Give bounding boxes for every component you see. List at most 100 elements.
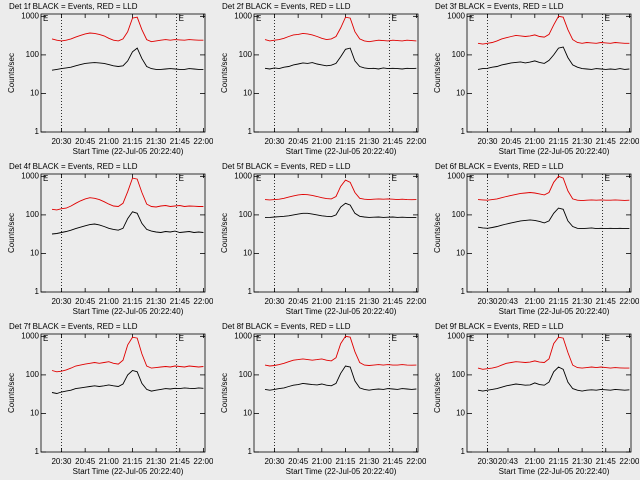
x-tick-label: 22:00 — [619, 297, 639, 306]
y-tick-label: 1000 — [447, 11, 465, 20]
x-tick-label: 21:45 — [383, 297, 404, 306]
y-tick-label: 1 — [461, 127, 466, 136]
y-axis-label: Counts/sec — [433, 373, 442, 413]
x-tick-label: 21:00 — [312, 137, 333, 146]
marker-label: E — [256, 334, 261, 343]
x-axis-label: Start Time (22-Jul-05 20:22:40) — [286, 147, 397, 156]
marker-label: E — [605, 174, 610, 183]
data-line — [477, 15, 630, 45]
plot-frame — [40, 173, 206, 293]
chart-panel: Det 7f BLACK = Events, RED = LLD 1 10 100 10… — [7, 322, 213, 476]
x-tick-label: 21:45 — [170, 297, 191, 306]
y-tick-label: 100 — [239, 50, 253, 59]
chart-title: Det 5f BLACK = Events, RED = LLD — [222, 162, 351, 171]
y-tick-label: 10 — [456, 89, 465, 98]
y-tick-label: 100 — [26, 50, 40, 59]
y-tick-label: 1 — [461, 287, 466, 296]
x-tick-label: 21:30 — [572, 137, 593, 146]
plot-frame — [466, 333, 632, 453]
y-axis-label: Counts/sec — [433, 53, 442, 93]
x-tick-label: 21:15 — [548, 297, 569, 306]
x-tick-label: 20:43 — [498, 297, 519, 306]
y-tick-label: 1 — [461, 447, 466, 456]
y-tick-label: 10 — [456, 409, 465, 418]
x-axis-label: Start Time (22-Jul-05 20:22:40) — [286, 467, 397, 476]
x-tick-label: 22:00 — [406, 297, 426, 306]
x-axis-label: Start Time (22-Jul-05 20:22:40) — [73, 467, 184, 476]
chart-title: Det 3f BLACK = Events, RED = LLD — [435, 2, 564, 11]
y-tick-label: 1 — [248, 287, 253, 296]
y-axis-label: Counts/sec — [220, 373, 229, 413]
y-tick-label: 10 — [456, 249, 465, 258]
x-tick-label: 21:30 — [146, 457, 167, 466]
y-tick-label: 100 — [452, 50, 466, 59]
y-tick-label: 10 — [30, 89, 39, 98]
chart-panel: Det 9f BLACK = Events, RED = LLD 1 10 100 10… — [433, 322, 639, 476]
y-tick-label: 1 — [35, 287, 40, 296]
data-line — [477, 207, 630, 230]
y-tick-label: 10 — [243, 249, 252, 258]
x-tick-label: 21:15 — [548, 137, 569, 146]
x-tick-label: 22:00 — [193, 137, 213, 146]
x-tick-label: 21:15 — [335, 457, 356, 466]
x-tick-label: 21:00 — [312, 297, 333, 306]
x-tick-label: 21:30 — [572, 457, 593, 466]
marker-label: E — [469, 174, 474, 183]
data-line — [51, 16, 204, 43]
marker-label: E — [256, 174, 261, 183]
plot-frame — [466, 173, 632, 293]
chart-panel: Det 2f BLACK = Events, RED = LLD 1 10 100 10… — [220, 2, 426, 156]
x-tick-label: 21:45 — [170, 457, 191, 466]
x-tick-label: 21:00 — [99, 457, 120, 466]
x-tick-label: 21:00 — [99, 137, 120, 146]
y-tick-label: 100 — [239, 210, 253, 219]
data-line — [51, 369, 204, 394]
y-axis-label: Counts/sec — [7, 373, 16, 413]
x-tick-label: 21:15 — [122, 457, 143, 466]
chart-title: Det 1f BLACK = Events, RED = LLD — [9, 2, 138, 11]
data-line — [264, 202, 417, 219]
x-tick-label: 22:00 — [406, 137, 426, 146]
y-tick-label: 1000 — [21, 331, 39, 340]
y-tick-label: 100 — [452, 370, 466, 379]
y-tick-label: 1000 — [447, 171, 465, 180]
x-tick-label: 20:30 — [264, 297, 285, 306]
data-line — [51, 211, 204, 235]
data-line — [264, 335, 417, 367]
x-axis-label: Start Time (22-Jul-05 20:22:40) — [499, 147, 610, 156]
y-tick-label: 1 — [35, 127, 40, 136]
marker-label: E — [469, 334, 474, 343]
plot-frame — [253, 333, 419, 453]
x-axis-label: Start Time (22-Jul-05 20:22:40) — [73, 307, 184, 316]
chart-panel: Det 3f BLACK = Events, RED = LLD 1 10 100 10… — [433, 2, 639, 156]
marker-label: E — [392, 174, 397, 183]
x-tick-label: 21:45 — [596, 457, 617, 466]
x-tick-label: 21:45 — [596, 137, 617, 146]
y-axis-label: Counts/sec — [220, 213, 229, 253]
plot-frame — [466, 13, 632, 133]
x-tick-label: 21:15 — [122, 297, 143, 306]
y-axis-label: Counts/sec — [433, 213, 442, 253]
marker-label: E — [179, 14, 184, 23]
data-line — [51, 47, 204, 71]
x-tick-label: 20:30 — [264, 457, 285, 466]
x-tick-label: 20:30 — [477, 137, 498, 146]
chart-panel: Det 6f BLACK = Events, RED = LLD 1 10 100 10… — [433, 162, 639, 316]
marker-label: E — [43, 174, 48, 183]
data-line — [477, 46, 630, 70]
x-tick-label: 21:30 — [359, 297, 380, 306]
marker-label: E — [256, 14, 261, 23]
data-line — [477, 175, 630, 202]
marker-label: E — [43, 334, 48, 343]
y-tick-label: 1 — [35, 447, 40, 456]
x-tick-label: 20:30 — [264, 137, 285, 146]
x-tick-label: 20:45 — [288, 137, 309, 146]
data-line — [264, 179, 417, 201]
x-tick-label: 21:45 — [170, 137, 191, 146]
y-axis-label: Counts/sec — [220, 53, 229, 93]
x-tick-label: 20:45 — [75, 457, 96, 466]
y-tick-label: 1000 — [21, 171, 39, 180]
x-tick-label: 20:30 — [51, 137, 72, 146]
x-tick-label: 21:15 — [548, 457, 569, 466]
x-tick-label: 21:15 — [335, 297, 356, 306]
